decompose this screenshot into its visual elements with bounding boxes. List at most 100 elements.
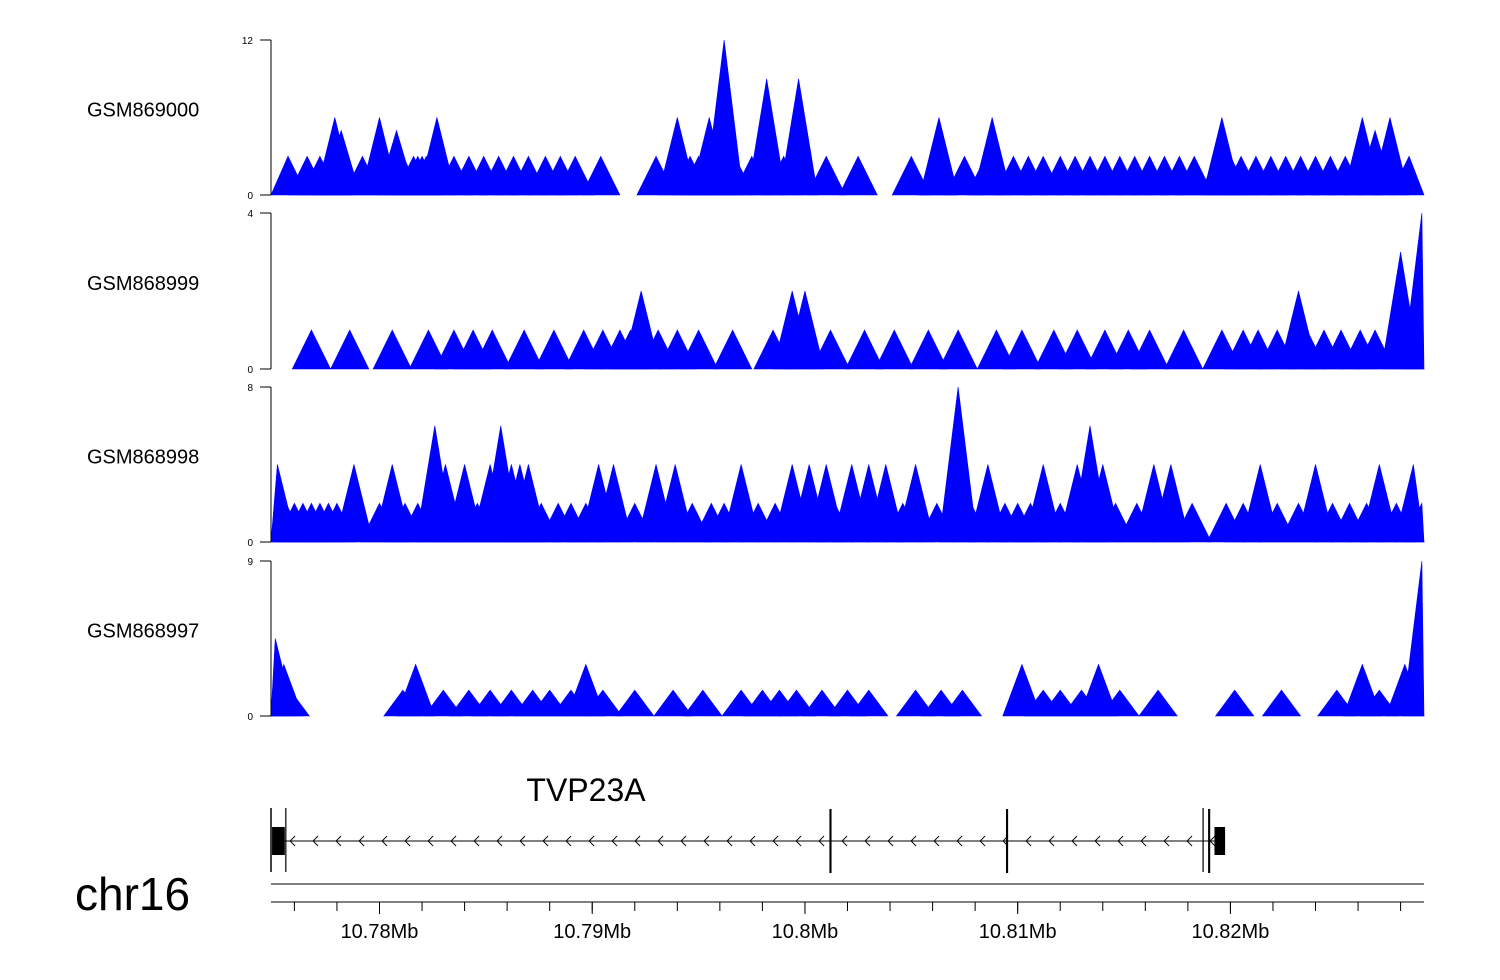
strand-chevron [680,835,687,847]
strand-chevron [979,835,986,847]
strand-chevron [473,835,480,847]
coverage-peak [942,689,983,717]
coverage-peak [1402,560,1425,717]
strand-chevron [703,835,710,847]
strand-chevron [588,835,595,847]
coverage-peak [806,155,846,196]
coverage-peak [555,155,595,196]
coverage-peak [1261,689,1302,717]
strand-chevron [795,835,802,847]
coverage-peak [581,155,621,196]
strand-chevron [1186,835,1193,847]
y-tick-label: 0 [247,712,253,723]
coverage-peak [891,155,931,196]
coverage-peak [976,329,1017,370]
strand-chevron [312,835,319,847]
y-tick-label: 0 [247,191,253,202]
strand-chevron [749,835,756,847]
coverage-peak [802,689,842,717]
coverage-peak [849,689,889,717]
track-GSM868997: 0 9 GSM868997 [87,557,1425,723]
coverage-peak [408,329,449,370]
coverage-peak [844,329,885,370]
strand-chevron [496,835,503,847]
coverage-peak [330,329,370,370]
track-GSM868999: 0 4 GSM868999 [87,209,1425,376]
strand-chevron [289,835,296,847]
coverage-peak [1402,212,1425,370]
gene-label: TVP23A [526,772,646,808]
coverage-peak [334,464,374,543]
coverage-peak [653,689,693,717]
exon [1005,809,1009,873]
coverage-peak [534,329,574,370]
y-tick-label: 8 [247,383,253,394]
track-label: GSM868998 [87,447,199,469]
strand-chevron [427,835,434,847]
strand-chevron [335,835,342,847]
coverage-peak [270,689,310,717]
coverage-peak [423,689,464,717]
coverage-peak [472,329,512,370]
strand-chevron [772,835,779,847]
axis-tick-label: 10.78Mb [341,921,419,943]
coverage-peak [1129,329,1170,370]
coverage-peak [896,464,936,543]
coverage-peak [396,663,436,717]
coverage-peak [1078,663,1119,717]
coverage-peak [1100,689,1140,717]
gene-track: TVP23A [270,772,1226,873]
strand-chevron [519,835,526,847]
coverage-tracks: 0 12 GSM869000 0 4 GSM868999 0 8 GSM868998 0 9 GSM8… [87,36,1425,723]
axis-tick-label: 10.81Mb [979,921,1057,943]
track-GSM868998: 0 8 GSM868998 [87,383,1425,549]
strand-chevron [1025,835,1032,847]
strand-chevron [611,835,618,847]
axis-tick-label: 10.79Mb [553,921,631,943]
coverage-peak [779,78,819,196]
strand-chevron [841,835,848,847]
exon [829,809,832,873]
strand-chevron [864,835,871,847]
exon [272,827,285,855]
coverage-peak [712,329,753,370]
track-label: GSM868999 [87,273,199,295]
coverage-peak [321,129,361,196]
coverage-peak [1151,464,1191,543]
strand-chevron [933,835,940,847]
strand-chevron [910,835,917,847]
coverage-peak [1172,502,1212,543]
coverage-peak [1002,329,1042,370]
track-label: GSM869000 [87,100,199,122]
strand-chevron [657,835,664,847]
y-tick-label: 0 [247,365,253,376]
coverage-peak [372,329,412,370]
strand-chevron [1163,835,1170,847]
coverage-peak [504,329,544,370]
strand-chevron [1094,835,1101,847]
coverage-peak [1002,663,1042,717]
chromosome-label: chr16 [75,868,190,920]
strand-chevron [1048,835,1055,847]
coverage-peak [1402,502,1425,543]
strand-chevron [887,835,894,847]
exon [1214,827,1226,855]
strand-chevron [404,835,411,847]
coverage-peak [938,329,978,370]
y-tick-label: 4 [247,209,253,220]
coverage-peak [593,464,634,543]
coverage-peak [785,290,825,370]
coverage-peak [838,155,878,196]
coverage-peak [919,117,959,196]
y-tick-label: 9 [247,557,253,568]
exon [1208,809,1211,873]
coverage-peak [678,329,719,370]
coverage-peak [874,329,914,370]
coverage-peak [972,117,1012,196]
y-tick-label: 0 [247,538,253,549]
axis-tick-label: 10.82Mb [1191,921,1269,943]
axis-tick-label: 10.8Mb [772,921,839,943]
coverage-peak [583,689,623,717]
genome-axis: chr16 10.78Mb 10.79Mb 10.8Mb 10.81Mb 10.82Mb [75,868,1424,943]
strand-chevron [381,835,388,847]
